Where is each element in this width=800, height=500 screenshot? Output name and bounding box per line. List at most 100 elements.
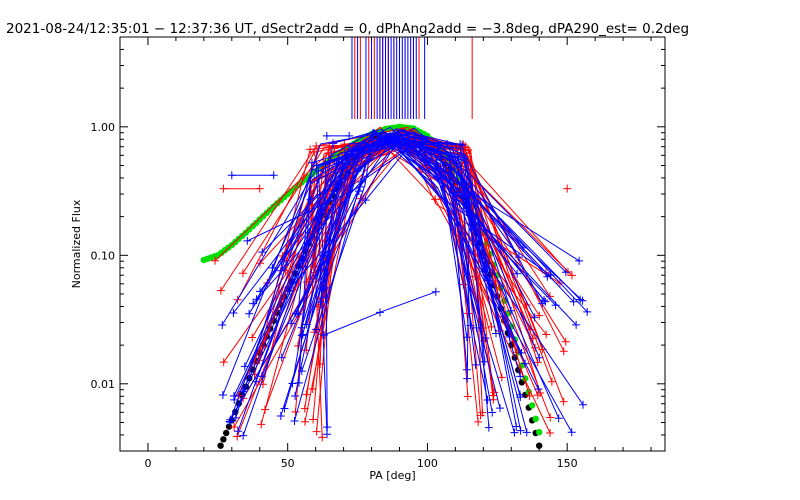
data-point xyxy=(512,422,521,431)
data-point xyxy=(239,431,248,440)
series-dot xyxy=(217,442,224,449)
data-point xyxy=(258,380,267,389)
data-point xyxy=(320,330,329,339)
data-point xyxy=(291,309,300,318)
data-point xyxy=(551,301,560,310)
data-point xyxy=(497,373,506,382)
data-point xyxy=(230,422,239,431)
series-line xyxy=(261,137,545,301)
data-point xyxy=(216,286,225,295)
data-point xyxy=(219,184,228,193)
data-point xyxy=(432,159,441,168)
data-point xyxy=(287,319,296,328)
data-point xyxy=(462,365,471,374)
series-dot xyxy=(532,415,539,422)
data-point xyxy=(229,309,238,318)
data-point xyxy=(546,429,555,438)
data-point xyxy=(510,428,519,437)
data-point xyxy=(319,284,328,293)
data-point xyxy=(533,358,542,367)
data-point xyxy=(294,378,303,387)
data-point xyxy=(291,407,300,416)
plot-area xyxy=(200,37,592,449)
data-point xyxy=(288,379,297,388)
data-point xyxy=(437,169,446,178)
data-point xyxy=(579,400,588,409)
data-point xyxy=(535,311,544,320)
data-point xyxy=(561,337,570,346)
data-point xyxy=(277,353,286,362)
data-point xyxy=(569,297,578,306)
series-line xyxy=(259,127,528,433)
data-point xyxy=(300,417,309,426)
plot-frame xyxy=(119,36,666,452)
data-point xyxy=(290,416,299,425)
data-point xyxy=(300,404,309,413)
data-point xyxy=(471,360,480,369)
data-point xyxy=(476,411,485,420)
data-point xyxy=(458,141,467,150)
data-point xyxy=(293,310,302,319)
y-tick-label: 1.00 xyxy=(91,121,116,134)
data-point xyxy=(474,417,483,426)
series-blue xyxy=(218,126,592,440)
series-line xyxy=(315,132,484,435)
data-point xyxy=(559,347,568,356)
data-point xyxy=(554,414,563,423)
data-point xyxy=(229,391,238,400)
data-point xyxy=(547,377,556,386)
data-point xyxy=(563,184,572,193)
data-point xyxy=(575,256,584,265)
data-point xyxy=(496,404,505,413)
x-tick-label: 50 xyxy=(281,457,295,470)
data-point xyxy=(233,427,242,436)
series-line xyxy=(325,137,536,318)
data-point xyxy=(538,299,547,308)
data-point xyxy=(456,140,465,149)
data-point xyxy=(238,269,247,278)
x-axis: 0 50 100 150 xyxy=(119,37,652,470)
data-point xyxy=(316,360,325,369)
series-dot xyxy=(225,423,233,430)
series-dot xyxy=(536,442,543,449)
y-tick-label: 0.10 xyxy=(91,249,116,262)
data-point xyxy=(462,333,471,342)
series-line xyxy=(229,140,471,422)
data-point xyxy=(463,374,472,383)
data-point xyxy=(463,392,472,401)
data-point xyxy=(243,236,252,245)
data-point xyxy=(328,139,337,148)
data-point xyxy=(291,391,300,400)
data-point xyxy=(546,413,555,422)
data-point xyxy=(516,372,525,381)
data-point xyxy=(572,320,581,329)
series-dot xyxy=(223,429,230,437)
data-point xyxy=(248,333,257,342)
data-point xyxy=(322,430,331,439)
data-point xyxy=(252,295,261,304)
data-point xyxy=(540,296,549,305)
series-line xyxy=(222,132,524,396)
data-point xyxy=(318,433,327,442)
data-point xyxy=(218,320,227,329)
data-point xyxy=(490,388,499,397)
data-point xyxy=(306,145,315,154)
x-tick-label: 150 xyxy=(557,457,578,470)
data-point xyxy=(345,131,354,140)
data-point xyxy=(559,397,568,406)
data-point xyxy=(514,253,523,262)
series-layer xyxy=(200,123,592,449)
data-point xyxy=(316,298,325,307)
data-point xyxy=(578,296,587,305)
data-point xyxy=(466,321,475,330)
data-point xyxy=(452,159,461,168)
data-point xyxy=(218,391,227,400)
vertical-markers xyxy=(351,37,473,120)
data-point xyxy=(322,131,331,140)
series-line xyxy=(244,142,574,367)
data-point xyxy=(231,413,240,422)
series-blue xyxy=(227,171,278,180)
data-point xyxy=(488,408,497,417)
series-line xyxy=(315,131,468,370)
series-dot xyxy=(220,436,227,443)
